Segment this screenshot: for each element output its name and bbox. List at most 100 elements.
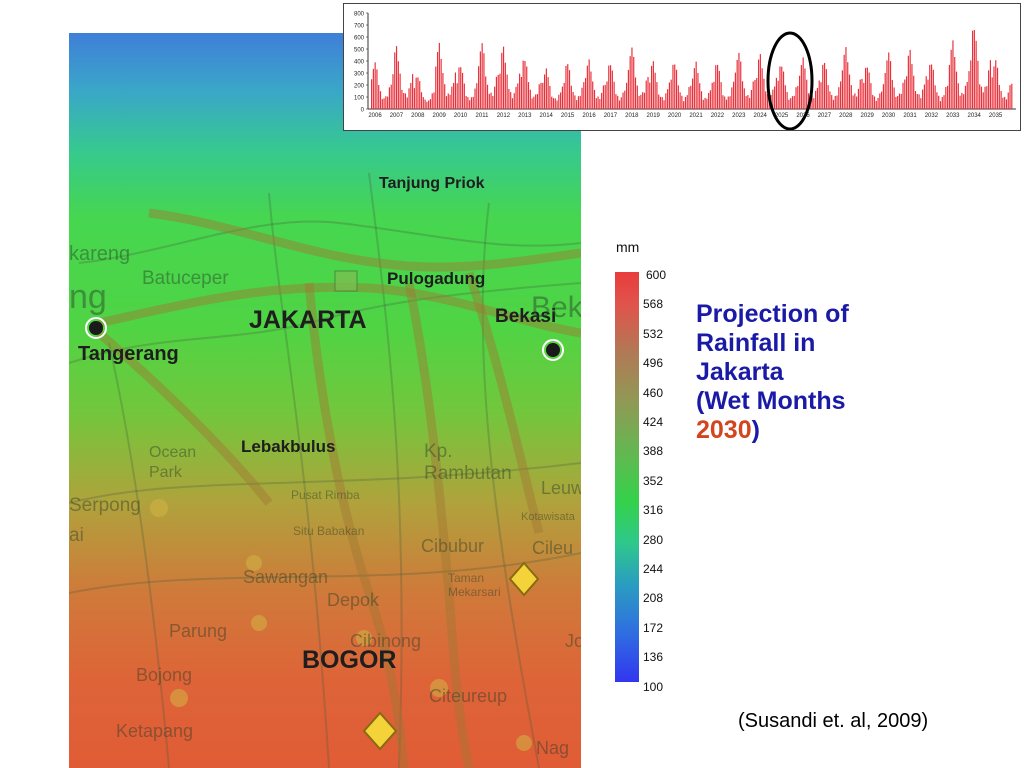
- rainfall-bar: [996, 67, 999, 109]
- rainfall-bar: [690, 85, 692, 109]
- rainfall-bar: [519, 73, 521, 109]
- rainfall-bar: [485, 76, 487, 109]
- x-tick-label: 2018: [625, 113, 639, 119]
- rainfall-bar: [478, 66, 480, 109]
- rainfall-bar: [492, 96, 494, 109]
- map-label-kotawisata: Kotawisata: [521, 511, 575, 523]
- rainfall-bar: [672, 64, 674, 109]
- rainfall-bar: [911, 64, 913, 109]
- rainfall-bar: [995, 60, 997, 109]
- x-tick-label: 2022: [711, 113, 725, 119]
- x-tick-label: 2020: [668, 113, 682, 119]
- rainfall-bar: [747, 95, 749, 109]
- rainfall-bar: [930, 64, 933, 109]
- rainfall-bar: [818, 80, 820, 109]
- rainfall-bar: [684, 96, 687, 109]
- rainfall-bar: [476, 83, 478, 109]
- rainfall-bar: [419, 81, 421, 109]
- rainfall-bar: [765, 91, 767, 109]
- rainfall-bar: [456, 83, 458, 109]
- rainfall-bar: [991, 77, 993, 109]
- rainfall-bar: [593, 89, 596, 109]
- rainfall-bar: [822, 64, 824, 109]
- map-label-parung: Parung: [169, 621, 228, 641]
- x-tick-label: 2023: [732, 113, 746, 119]
- y-tick-label: 400: [354, 60, 365, 66]
- x-tick-label: 2024: [754, 113, 768, 119]
- rainfall-bar: [955, 71, 958, 109]
- rainfall-bar: [643, 92, 646, 109]
- colorbar-tick-label: 280: [643, 532, 664, 547]
- rainfall-bar: [629, 56, 631, 109]
- title-wet-months: (Wet Months: [696, 387, 846, 415]
- rainfall-bar: [602, 85, 605, 109]
- rainfall-bar: [845, 47, 847, 109]
- map-label-lebakbulus: Lebakbulus: [241, 437, 336, 456]
- rainfall-bar: [799, 75, 801, 109]
- x-tick-label: 2029: [861, 113, 875, 119]
- rainfall-map: Tanjung Priok Pulogadung JAKARTA Bekasi …: [69, 33, 581, 768]
- rainfall-bar: [626, 82, 628, 109]
- rainfall-bar: [488, 93, 490, 109]
- rainfall-bar: [713, 81, 715, 109]
- rainfall-bar: [861, 78, 863, 109]
- rainfall-bar: [511, 98, 514, 109]
- rainfall-bar: [859, 79, 861, 109]
- rainfall-bar: [893, 87, 895, 109]
- y-tick-label: 800: [354, 12, 365, 18]
- rainfall-bar: [843, 54, 845, 109]
- map-label-ng: ng: [69, 278, 107, 316]
- rainfall-bar: [848, 74, 851, 109]
- rainfall-bar: [800, 65, 802, 109]
- rainfall-bar: [531, 98, 533, 109]
- map-label-sawangan: Sawangan: [243, 567, 329, 587]
- rainfall-bar: [856, 96, 858, 109]
- x-tick-label: 2025: [775, 113, 789, 119]
- map-roads: [69, 172, 581, 768]
- rainfall-bar: [677, 85, 679, 109]
- rainfall-bar: [784, 85, 786, 109]
- x-tick-label: 2033: [946, 113, 960, 119]
- rainfall-bar: [415, 77, 417, 109]
- rainfall-bar: [850, 85, 852, 109]
- rainfall-bar: [938, 95, 940, 109]
- x-tick-label: 2034: [968, 113, 982, 119]
- map-label-taman-mekarsari: Taman Mekarsari: [448, 571, 501, 599]
- colorbar-tick-label: 532: [643, 326, 664, 341]
- slide-title: Projection of Rainfall in Jakarta (Wet M…: [696, 300, 926, 445]
- rainfall-bar: [406, 97, 408, 109]
- rainfall-bar: [729, 96, 731, 109]
- rainfall-bar: [697, 73, 699, 109]
- rainfall-bar: [973, 30, 975, 109]
- x-tick-label: 2007: [390, 113, 404, 119]
- rainfall-bar: [650, 65, 653, 109]
- rainfall-bar: [397, 61, 399, 109]
- map-label-serpong: Serpong: [69, 495, 141, 516]
- colorbar-tick-label: 136: [643, 650, 664, 665]
- rainfall-bar: [873, 96, 876, 109]
- map-label-citeureup: Citeureup: [429, 686, 508, 706]
- rainfall-bar: [948, 64, 950, 109]
- rainfall-bar: [708, 92, 710, 109]
- rainfall-bar: [627, 69, 629, 109]
- title-line-4: (Wet Months: [696, 387, 926, 416]
- rainfall-bar: [597, 96, 599, 109]
- rainfall-bar: [1005, 99, 1008, 109]
- x-tick-label: 2030: [882, 113, 896, 119]
- rainfall-bar: [479, 51, 481, 109]
- map-label-cibinong: Cibinong: [350, 631, 422, 651]
- rainfall-bar: [759, 54, 761, 109]
- rainfall-bar: [577, 96, 580, 109]
- rainfall-bar: [579, 95, 581, 109]
- rainfall-bar: [572, 91, 574, 109]
- rainfall-bar: [392, 74, 394, 109]
- map-label-depok: Depok: [327, 590, 380, 610]
- map-label-bekasi: Bekasi: [495, 306, 557, 327]
- x-tick-label: 2015: [561, 113, 575, 119]
- rainfall-bar: [699, 83, 701, 109]
- rainfall-bar: [588, 59, 590, 109]
- rainfall-bar: [840, 81, 842, 109]
- rainfall-bar: [963, 94, 965, 109]
- rainfall-bar: [417, 77, 419, 109]
- rainfall-bar: [508, 88, 510, 109]
